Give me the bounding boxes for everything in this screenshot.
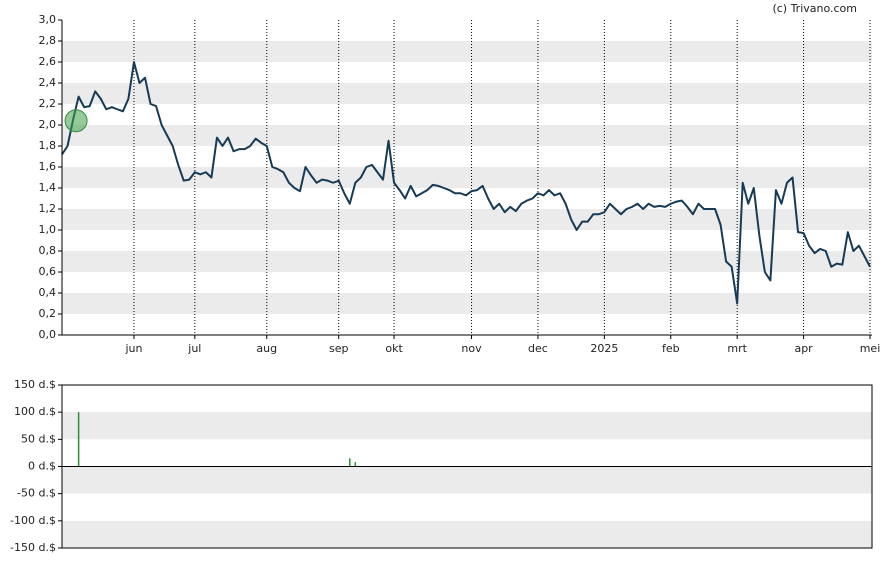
x-tick-label: sep [329,342,348,355]
y-tick-label: 150 d.$ [14,378,56,391]
copyright: (c) Trivano.com [772,2,857,15]
y-tick-label: 100 d.$ [14,405,56,418]
x-tick-label: jun [124,342,142,355]
y-tick-label: 0,8 [39,244,57,257]
grid-band [62,167,872,188]
y-tick-label: 2,2 [39,97,57,110]
y-tick-label: 1,6 [39,160,57,173]
price-line [61,61,871,305]
x-tick-label: mrt [727,342,747,355]
y-tick-label: 2,4 [39,76,57,89]
x-tick-label: 2025 [590,342,618,355]
grid-band [62,466,872,494]
grid-band [62,293,872,314]
x-tick-label: mei [860,342,881,355]
x-tick-label: feb [662,342,680,355]
grid-band [62,520,872,548]
x-tick-label: okt [385,342,403,355]
y-tick-label: 0 d.$ [28,460,56,473]
x-tick-label: jul [187,342,201,355]
volume-bar [77,412,80,467]
grid-band [62,41,872,62]
grid-band [62,125,872,146]
y-tick-label: 2,8 [39,34,57,47]
y-tick-label: 0,0 [39,328,57,341]
y-tick-label: 1,8 [39,139,57,152]
event-marker [64,109,88,133]
y-tick-label: -100 d.$ [10,514,56,527]
y-tick-label: -50 d.$ [17,487,56,500]
y-tick-label: 1,2 [39,202,57,215]
y-tick-label: 1,4 [39,181,57,194]
y-tick-label: 1,0 [39,223,57,236]
volume-bar [354,462,357,467]
x-tick-label: apr [794,342,813,355]
grid-band [62,83,872,104]
grid-band [62,209,872,230]
y-tick-label: 0,4 [39,286,57,299]
x-tick-label: nov [461,342,482,355]
y-tick-label: 2,0 [39,118,57,131]
grid-band [62,412,872,440]
y-tick-label: -150 d.$ [10,541,56,554]
y-tick-label: 3,0 [39,13,57,26]
x-tick-label: dec [528,342,548,355]
y-tick-label: 0,2 [39,307,57,320]
volume-bar [349,458,351,467]
grid-band [62,251,872,272]
plot-frame [61,384,873,549]
y-tick-label: 2,6 [39,55,57,68]
y-tick-label: 0,6 [39,265,57,278]
x-tick-label: aug [256,342,277,355]
y-tick-label: 50 d.$ [21,432,56,445]
